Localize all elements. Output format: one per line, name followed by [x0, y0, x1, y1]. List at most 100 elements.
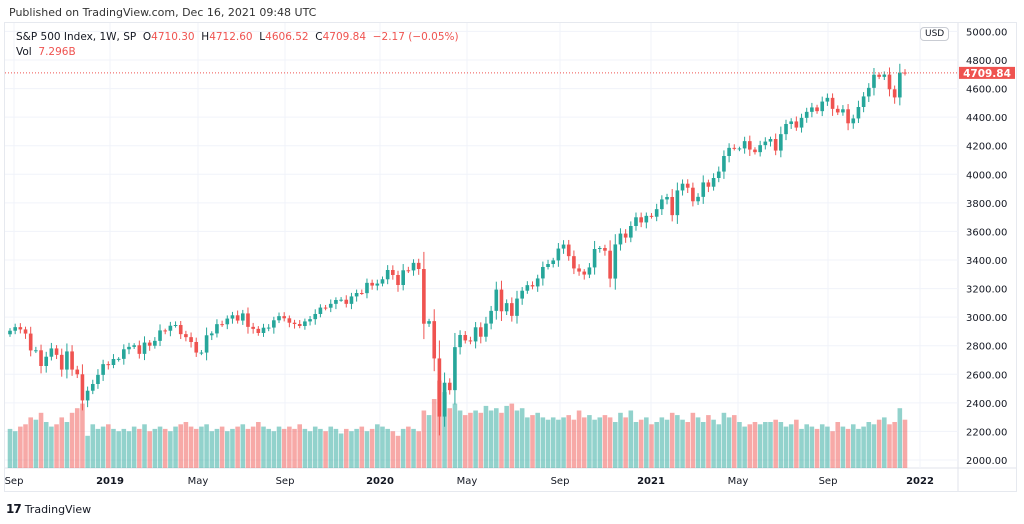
candle-body — [106, 364, 111, 366]
volume-bar — [773, 419, 778, 468]
candle-body — [768, 139, 773, 142]
candle — [90, 379, 95, 395]
candle-body — [437, 358, 442, 417]
candle-body — [261, 327, 266, 333]
volume-bar — [54, 424, 59, 468]
candle-body — [691, 187, 695, 202]
candle-body — [122, 349, 126, 359]
candle-body — [28, 333, 33, 351]
y-tick-label: 4200.00 — [966, 142, 1007, 153]
chart-frame[interactable] — [4, 22, 1017, 492]
candle — [111, 354, 116, 369]
volume-bar — [33, 419, 39, 468]
candle — [49, 342, 54, 361]
candle — [334, 297, 338, 310]
candle — [644, 212, 649, 229]
candle — [551, 257, 556, 268]
volume-bar — [38, 412, 44, 468]
candle — [287, 315, 292, 328]
volume-bar — [592, 419, 597, 468]
candle — [872, 68, 876, 96]
candle-body — [484, 323, 488, 337]
candle-body — [75, 369, 80, 375]
candle-body — [861, 96, 866, 107]
candle-body — [499, 289, 504, 312]
candle-body — [313, 314, 318, 320]
candle — [375, 279, 380, 291]
volume-bar — [763, 422, 768, 468]
tradingview-logo[interactable]: 17 TradingView — [6, 502, 91, 516]
candle — [344, 295, 349, 308]
volume-bar — [152, 428, 158, 468]
volume-bar — [850, 424, 856, 468]
volume-bar — [256, 422, 261, 468]
volume-bar — [116, 431, 121, 468]
candle — [903, 69, 907, 76]
candle-body — [618, 233, 623, 245]
candle-body — [163, 330, 168, 332]
volume-bar — [318, 428, 323, 468]
volume-bar — [509, 403, 515, 468]
candle — [18, 323, 23, 334]
volume-bar — [276, 426, 282, 468]
volume-bar — [882, 417, 887, 468]
candle — [649, 213, 654, 219]
candle — [763, 137, 768, 150]
candle-body — [877, 74, 881, 77]
volume-bar — [607, 417, 613, 468]
candle — [701, 175, 706, 204]
candle-body — [401, 270, 405, 285]
volume-bar — [649, 424, 654, 468]
candle — [623, 229, 628, 243]
candle — [427, 318, 431, 327]
candle-body — [96, 374, 100, 384]
candle-body — [442, 382, 447, 417]
candle — [127, 342, 131, 355]
candle-body — [463, 335, 468, 341]
candle-body — [282, 316, 287, 319]
volume-bar — [59, 417, 65, 468]
candle-body — [142, 342, 147, 354]
candle — [758, 140, 762, 157]
candle — [122, 344, 126, 365]
volume-bar — [354, 428, 359, 468]
candle — [442, 372, 447, 427]
candle-body — [758, 145, 762, 153]
candle — [251, 322, 255, 334]
volume-bar — [706, 415, 711, 468]
candle-body — [251, 326, 255, 329]
candle-body — [80, 374, 85, 401]
candle — [416, 258, 421, 275]
candle-body — [303, 321, 307, 326]
candle — [96, 369, 100, 389]
close-value: 4709.84 — [322, 31, 367, 43]
candle-body — [815, 107, 819, 112]
volume-bar — [468, 412, 473, 468]
volume-bar — [519, 408, 525, 468]
candle-body — [158, 330, 162, 341]
candle — [106, 361, 111, 370]
currency-button[interactable]: USD — [920, 27, 950, 41]
candle-body — [127, 346, 131, 350]
candle — [370, 279, 374, 290]
volume-bar — [18, 426, 23, 468]
candle-body — [432, 321, 437, 359]
candle-body — [184, 334, 188, 338]
candle — [163, 328, 168, 335]
volume-bar — [768, 422, 773, 468]
brand-label: TradingView — [24, 502, 92, 516]
candle-body — [866, 87, 871, 97]
candle — [556, 243, 561, 267]
candle — [654, 203, 659, 222]
candle — [753, 147, 757, 155]
candle-body — [385, 270, 390, 280]
volume-bar — [28, 417, 33, 468]
volume-bar — [540, 417, 546, 468]
candle — [28, 326, 33, 357]
last-price-label: 4709.84 — [963, 68, 1011, 80]
candle — [256, 326, 261, 336]
candle — [318, 304, 323, 318]
candle — [499, 280, 504, 321]
volume-bar — [587, 415, 592, 468]
